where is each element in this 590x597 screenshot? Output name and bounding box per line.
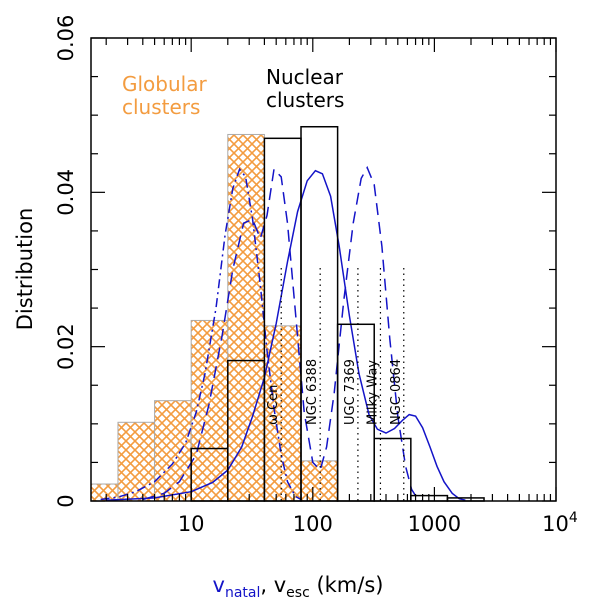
x-axis-title: vnatal, vesc (km/s) (213, 573, 384, 597)
vertical-markers: ω Cen NGC 6388 UGC 7369 Milky Way NGC 0864 (266, 268, 405, 501)
globular-bar-5 (263, 325, 302, 502)
globular-bar-1 (117, 421, 156, 502)
globular-bar-4 (227, 133, 265, 502)
nuclear-label-line1: Nuclear (266, 65, 344, 89)
marker-label-4: NGC 0864 (389, 359, 404, 425)
y-tick-label-3: 0.06 (54, 15, 78, 62)
marker-label-3: Milky Way (365, 360, 380, 425)
curve-longdash (142, 165, 423, 501)
marker-label-1: NGC 6388 (305, 359, 320, 425)
x-tick-label-0: 10 (178, 512, 205, 536)
x-tick-label-3: 104 (542, 510, 578, 536)
y-axis-title: Distribution (13, 208, 37, 331)
nuclear-label-line2: clusters (266, 88, 344, 112)
marker-label-0: ω Cen (266, 385, 281, 425)
model-curves (100, 165, 466, 501)
y-tick-label-0: 0 (54, 494, 78, 507)
x-tick-label-1: 100 (293, 512, 333, 536)
x-tick-label-2: 1000 (408, 512, 461, 536)
curve-solid (106, 169, 466, 501)
globular-bar-6 (300, 460, 339, 502)
axes: 10 100 1000 104 0 0.02 0.04 0.06 (54, 15, 578, 536)
nuclear-bar-5 (373, 437, 412, 502)
marker-label-2: UGC 7369 (343, 359, 358, 425)
globular-bar-2 (154, 400, 192, 502)
y-tick-label-2: 0.04 (54, 169, 78, 216)
globular-label-line1: Globular (122, 72, 207, 96)
y-tick-label-1: 0.02 (54, 323, 78, 370)
curve-dashdot (100, 167, 302, 501)
globular-label-line2: clusters (122, 95, 200, 119)
